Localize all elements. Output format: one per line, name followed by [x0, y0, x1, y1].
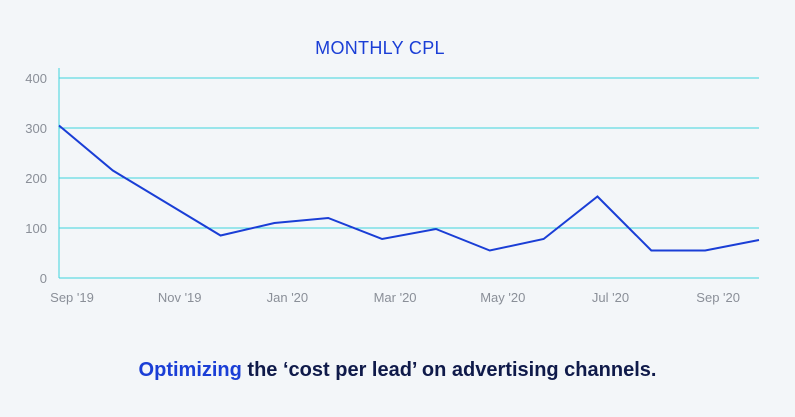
- y-tick-label: 200: [25, 171, 47, 186]
- x-tick-label: Jan '20: [267, 290, 309, 305]
- line-chart: 0 100 200 300 400 Sep '19 Nov '19 Jan '20 Mar '…: [25, 68, 760, 305]
- caption: Optimizing the ‘cost per lead’ on advert…: [0, 359, 795, 382]
- y-tick-label: 300: [25, 121, 47, 136]
- y-tick-label: 0: [40, 271, 47, 286]
- y-axis-ticks: 0 100 200 300 400: [25, 71, 47, 286]
- chart-title: MONTHLY CPL: [315, 38, 445, 58]
- x-tick-label: May '20: [480, 290, 525, 305]
- x-tick-label: Jul '20: [592, 290, 629, 305]
- series-group: [58, 124, 760, 252]
- series-line-0: [58, 124, 760, 252]
- x-tick-label: Mar '20: [374, 290, 417, 305]
- caption-text: the ‘cost per lead’ on advertising chann…: [241, 359, 657, 381]
- y-tick-label: 100: [25, 221, 47, 236]
- caption-highlight: Optimizing: [138, 359, 242, 381]
- x-tick-label: Sep '20: [696, 290, 740, 305]
- x-tick-label: Nov '19: [158, 290, 202, 305]
- y-tick-label: 400: [25, 71, 47, 86]
- x-tick-label: Sep '19: [50, 290, 94, 305]
- grid-lines: [58, 68, 759, 279]
- x-axis-ticks: Sep '19 Nov '19 Jan '20 Mar '20 May '20 Jul '…: [50, 290, 740, 305]
